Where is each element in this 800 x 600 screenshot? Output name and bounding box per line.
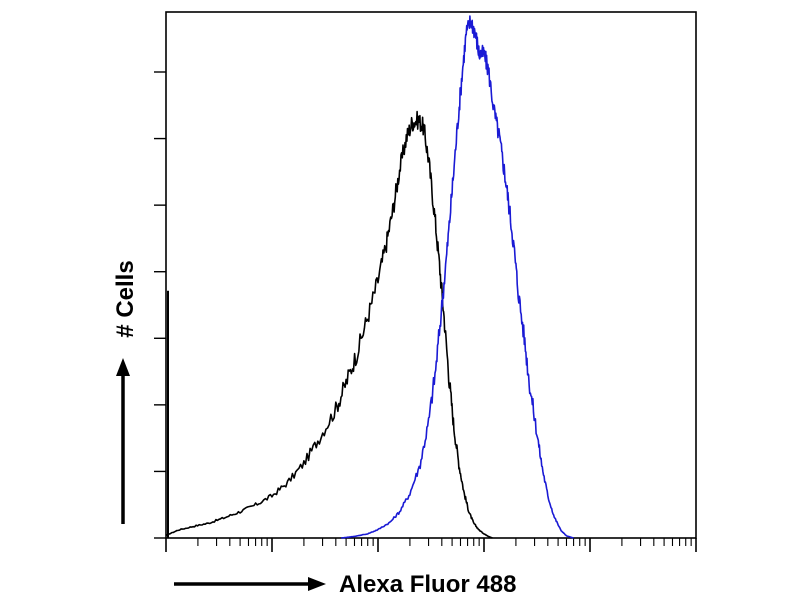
y-axis-ticks [154,71,166,539]
series-layer [165,15,574,539]
series-blue-histogram [341,15,574,539]
y-axis-label: # Cells [112,260,139,337]
series-black-histogram [165,110,493,539]
plot-frame [165,11,697,539]
x-axis-arrowhead [308,577,326,591]
y-axis-arrowhead [116,358,130,376]
x-axis-label: Alexa Fluor 488 [339,571,516,598]
x-axis-ticks [165,538,697,552]
